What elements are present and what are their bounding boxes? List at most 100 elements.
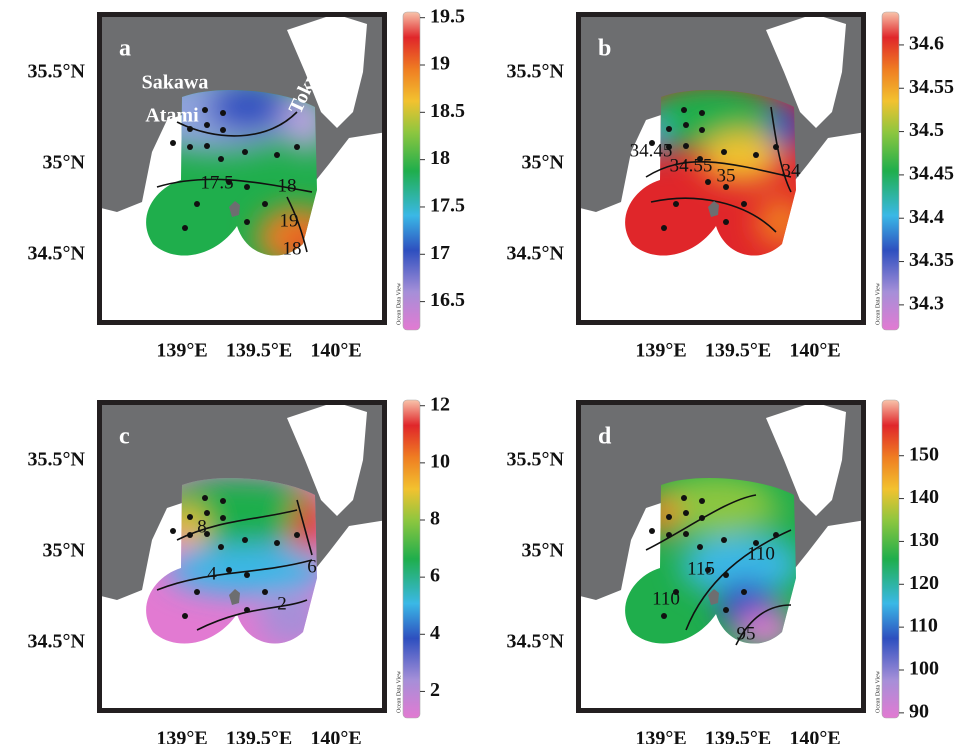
colorbar-tick-label: 34.55 <box>909 76 954 98</box>
colorbar-tick-label: 16.5 <box>430 289 465 311</box>
colorbar-tick-label: 6 <box>430 565 440 587</box>
place-label: Atami <box>145 105 199 127</box>
station <box>673 589 679 595</box>
station <box>699 110 705 116</box>
data-field <box>625 477 796 644</box>
station <box>723 219 729 225</box>
lon-label: 139°E <box>156 728 207 744</box>
colorbar-tick-label: 110 <box>909 615 938 637</box>
island <box>708 589 719 605</box>
station <box>723 572 729 578</box>
station <box>294 532 300 538</box>
field-blend <box>147 477 317 644</box>
colorbar-tick-label: 19 <box>430 53 450 75</box>
island <box>229 589 240 605</box>
contour-label: 95 <box>737 623 756 644</box>
station <box>204 510 210 516</box>
contour-line <box>770 106 792 193</box>
lat-label: 35°N <box>522 152 565 174</box>
lat-label: 35°N <box>43 540 86 562</box>
station <box>666 126 672 132</box>
colorbar-tick-label: 4 <box>430 622 440 644</box>
station <box>673 201 679 207</box>
colorbar-tick-label: 34.4 <box>909 206 944 228</box>
contour-label: 35 <box>717 165 736 186</box>
station <box>705 567 711 573</box>
panel-label: d <box>598 424 612 450</box>
colorbar-tick-label: 34.45 <box>909 162 954 184</box>
station <box>204 122 210 128</box>
contour-label: 19 <box>280 210 299 231</box>
station <box>204 531 210 537</box>
lat-label: 35.5°N <box>507 449 565 471</box>
station <box>723 607 729 613</box>
tokyo-bay <box>287 402 367 516</box>
contour-label: 17.5 <box>200 172 233 193</box>
lat-label: 34.5°N <box>28 631 86 653</box>
lon-label: 140°E <box>789 340 840 362</box>
station <box>721 537 727 543</box>
station <box>244 607 250 613</box>
colorbar-tick-label: 34.5 <box>909 119 944 141</box>
colorbar-tick-label: 34.6 <box>909 33 944 55</box>
station <box>182 225 188 231</box>
colorbar-tick-label: 18 <box>430 147 450 169</box>
tokyo-bay <box>287 14 367 128</box>
contour-line <box>156 559 313 591</box>
lon-label: 139°E <box>635 728 686 744</box>
station <box>242 149 248 155</box>
lon-label: 139.5°E <box>226 340 292 362</box>
station <box>220 498 226 504</box>
lat-label: 35°N <box>522 540 565 562</box>
station <box>681 495 687 501</box>
station <box>683 510 689 516</box>
colorbar-tick-label: 17 <box>430 242 450 264</box>
station <box>187 514 193 520</box>
field-patch <box>285 92 317 152</box>
contour-line <box>196 599 308 631</box>
lon-label: 139°E <box>156 340 207 362</box>
contour-label: 18 <box>278 175 297 196</box>
colorbar-tick-label: 34.3 <box>909 292 944 314</box>
colorbar <box>402 11 421 331</box>
station <box>226 567 232 573</box>
contour-line <box>156 178 313 193</box>
station <box>294 144 300 150</box>
station <box>218 156 224 162</box>
lon-label: 140°E <box>789 728 840 744</box>
station <box>699 498 705 504</box>
station <box>226 179 232 185</box>
data-field <box>146 477 317 644</box>
colorbar-tick-label: 130 <box>909 529 939 551</box>
station <box>244 184 250 190</box>
station <box>187 144 193 150</box>
station <box>218 544 224 550</box>
station <box>741 589 747 595</box>
colorbar <box>881 399 900 719</box>
station <box>187 126 193 132</box>
field-patch <box>167 545 317 595</box>
island <box>229 201 240 217</box>
station <box>753 540 759 546</box>
island <box>708 201 719 217</box>
colorbar-tick-label: 120 <box>909 572 939 594</box>
station <box>244 219 250 225</box>
station <box>187 532 193 538</box>
station <box>262 201 268 207</box>
colorbar-note: Ocean Data View <box>396 282 402 325</box>
contour-label: 6 <box>307 556 317 577</box>
field-patch <box>701 132 781 182</box>
place-label: Sakawa <box>142 72 209 94</box>
field-blend <box>643 477 796 644</box>
colorbar-tick-label: 90 <box>909 700 929 722</box>
lon-label: 139.5°E <box>226 728 292 744</box>
map-frame <box>97 400 387 713</box>
colorbar-tick-label: 2 <box>430 679 440 701</box>
station <box>220 515 226 521</box>
contour-line <box>650 197 777 233</box>
contour-label: 4 <box>207 563 217 584</box>
lat-label: 35.5°N <box>28 449 86 471</box>
